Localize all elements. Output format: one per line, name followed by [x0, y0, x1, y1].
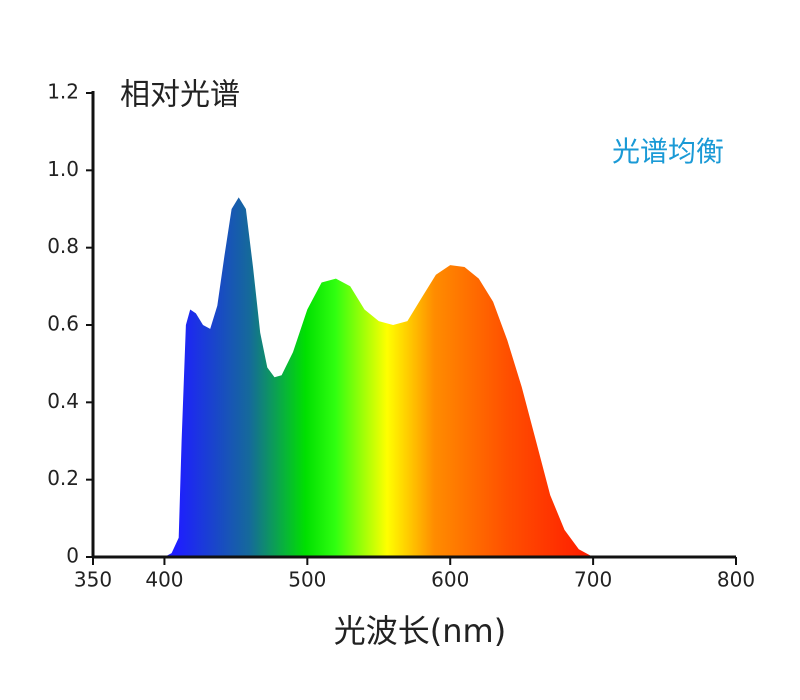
x-tick-label: 800 — [717, 568, 755, 592]
annotation: 光谱均衡 — [612, 135, 724, 168]
x-tick-label: 350 — [74, 568, 112, 592]
chart-title: 相对光谱 — [120, 78, 240, 113]
y-tick-label: 0 — [66, 544, 79, 568]
y-tick-label: 0.4 — [47, 389, 79, 413]
y-tick-label: 1.2 — [47, 80, 79, 104]
y-tick-label: 0.2 — [47, 466, 79, 490]
y-tick-label: 1.0 — [47, 157, 79, 181]
x-tick-label: 700 — [574, 568, 612, 592]
y-tick-label: 0.6 — [47, 312, 79, 336]
x-axis-label: 光波长(nm) — [334, 612, 506, 650]
x-tick-label: 400 — [145, 568, 183, 592]
x-tick-label: 500 — [288, 568, 326, 592]
spectrum-area — [164, 197, 594, 557]
y-tick-label: 0.8 — [47, 234, 79, 258]
x-tick-label: 600 — [431, 568, 469, 592]
